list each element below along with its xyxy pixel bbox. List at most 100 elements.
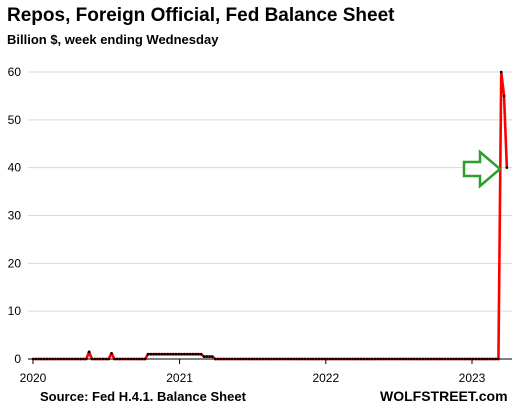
brand-label: WOLFSTREET.com	[380, 388, 508, 404]
data-point	[320, 357, 324, 361]
data-point	[438, 357, 441, 361]
data-point	[113, 357, 116, 361]
data-point	[194, 352, 197, 356]
data-point	[264, 357, 268, 361]
y-tick-label: 60	[8, 65, 22, 79]
data-point	[298, 357, 301, 361]
data-point	[171, 352, 175, 356]
data-point	[132, 357, 136, 361]
data-point	[37, 357, 40, 361]
data-point	[65, 357, 68, 361]
x-tick-label: 2023	[459, 371, 486, 385]
data-point	[457, 357, 461, 361]
data-point	[45, 357, 49, 361]
data-point	[460, 357, 464, 361]
data-point	[387, 357, 391, 361]
data-point	[289, 357, 293, 361]
data-point	[303, 357, 307, 361]
data-point	[401, 357, 405, 361]
data-point	[370, 357, 374, 361]
data-point	[241, 357, 245, 361]
data-point	[390, 357, 394, 361]
data-point	[188, 352, 192, 356]
data-point	[300, 357, 304, 361]
gridlines	[28, 71, 512, 312]
data-point	[155, 352, 158, 356]
data-point	[244, 357, 248, 361]
y-tick-label: 0	[14, 352, 21, 366]
data-point	[272, 357, 276, 361]
data-point	[497, 357, 500, 361]
data-point	[362, 357, 366, 361]
y-axis: 0 10 20 30 40 50 60	[8, 65, 22, 366]
data-point	[435, 357, 439, 361]
data-point	[474, 357, 478, 361]
data-point	[413, 357, 416, 361]
x-tick-label: 2022	[312, 371, 339, 385]
data-point	[466, 357, 469, 361]
data-point	[197, 352, 200, 356]
data-point	[455, 357, 458, 361]
data-point	[202, 355, 206, 358]
data-point	[356, 357, 360, 361]
chart-subtitle: Billion $, week ending Wednesday	[7, 32, 219, 47]
data-point	[211, 355, 214, 358]
data-point	[331, 357, 335, 361]
data-point	[323, 357, 326, 361]
y-tick-label: 40	[8, 161, 22, 175]
data-point	[143, 357, 147, 361]
data-point	[230, 357, 234, 361]
data-point	[222, 357, 225, 361]
data-point	[169, 352, 172, 356]
data-point	[432, 357, 436, 361]
source-note: Source: Fed H.4.1. Balance Sheet	[40, 389, 247, 404]
data-point	[73, 357, 77, 361]
data-point	[177, 352, 181, 356]
y-tick-label: 20	[8, 256, 22, 270]
data-point	[483, 357, 486, 361]
data-point	[427, 357, 430, 361]
data-point	[284, 357, 287, 361]
data-point	[292, 357, 296, 361]
data-point	[101, 357, 105, 361]
data-point	[96, 357, 99, 361]
data-point	[70, 357, 74, 361]
data-point	[270, 357, 273, 361]
data-point	[342, 357, 346, 361]
data-point	[258, 357, 262, 361]
data-point	[253, 357, 256, 361]
data-point	[399, 357, 402, 361]
data-point	[247, 357, 251, 361]
data-point	[505, 166, 509, 169]
data-point	[326, 357, 329, 361]
data-point	[256, 357, 259, 361]
data-point	[227, 357, 231, 361]
data-point	[281, 357, 284, 361]
data-point	[146, 352, 150, 356]
data-point	[118, 357, 122, 361]
data-point	[219, 357, 223, 361]
data-point	[334, 357, 338, 361]
series-group	[31, 70, 509, 361]
data-point	[76, 357, 80, 361]
data-point	[59, 357, 63, 361]
y-tick-label: 50	[8, 113, 22, 127]
data-point	[359, 357, 363, 361]
data-point	[499, 70, 503, 74]
data-point	[278, 357, 282, 361]
data-point	[104, 357, 108, 361]
data-point	[491, 357, 495, 361]
data-point	[373, 357, 377, 361]
data-point	[93, 357, 96, 361]
data-point	[418, 357, 422, 361]
data-point	[82, 357, 85, 361]
data-point	[183, 352, 186, 356]
data-point	[488, 357, 492, 361]
data-point	[415, 357, 419, 361]
data-point	[199, 352, 203, 356]
data-point	[124, 357, 127, 361]
data-point	[51, 357, 54, 361]
data-point	[205, 355, 209, 358]
data-point	[494, 357, 497, 361]
data-point	[379, 357, 382, 361]
